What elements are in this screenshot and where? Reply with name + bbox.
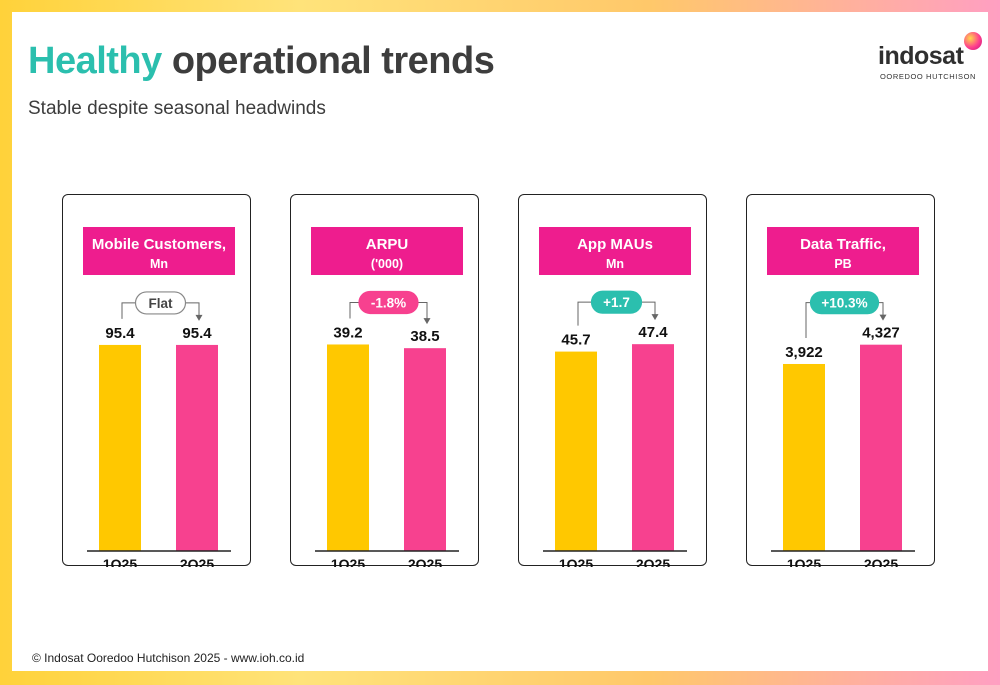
kpi-chart-app-maus: App MAUs Mn 45.7 1Q25 47.4 2Q25 +1.7 xyxy=(539,227,691,567)
category-label: 2Q25 xyxy=(180,556,214,567)
bar-1q25 xyxy=(99,344,141,551)
panel-header-title: Data Traffic, xyxy=(800,236,886,253)
panel-header-unit: Mn xyxy=(150,257,168,271)
page-subtitle: Stable despite seasonal headwinds xyxy=(28,98,326,119)
arrow-down-icon xyxy=(423,318,431,325)
kpi-panel-app-maus: App MAUs Mn 45.7 1Q25 47.4 2Q25 +1.7 xyxy=(518,194,707,567)
page-title: Healthy operational trends xyxy=(28,40,495,83)
category-label: 1Q25 xyxy=(787,556,821,567)
bar-value-label: 3,922 xyxy=(785,344,823,361)
change-badge-label: +1.7 xyxy=(603,295,630,310)
bar-1q25 xyxy=(555,351,597,551)
category-label: 2Q25 xyxy=(636,556,670,567)
bar-2q25 xyxy=(860,344,902,551)
page-title-accent: Healthy xyxy=(28,40,162,82)
panel-header-title: Mobile Customers, xyxy=(92,236,226,253)
bar-2q25 xyxy=(176,344,218,551)
change-badge xyxy=(134,291,187,315)
panel-header-box xyxy=(83,227,235,275)
bar-value-label: 39.2 xyxy=(333,324,362,341)
change-badge-label: Flat xyxy=(148,296,173,311)
panel-header-title: ARPU xyxy=(366,236,409,253)
bar-2q25 xyxy=(404,348,446,551)
category-label: 1Q25 xyxy=(331,556,365,567)
bar-1q25 xyxy=(783,363,825,551)
bar-value-label: 45.7 xyxy=(561,332,590,349)
logo-tagline: OOREDOO HUTCHISON xyxy=(880,72,977,81)
category-label: 1Q25 xyxy=(103,556,137,567)
kpi-panel-data-traffic: Data Traffic, PB 3,922 1Q25 4,327 2Q25 +10.3% xyxy=(746,194,935,567)
panel-header-box xyxy=(311,227,463,275)
kpi-chart-data-traffic: Data Traffic, PB 3,922 1Q25 4,327 2Q25 +10.3% xyxy=(767,227,919,567)
page-title-rest: operational trends xyxy=(171,40,495,82)
panel-header-box xyxy=(767,227,919,275)
bar-value-label: 95.4 xyxy=(105,325,135,342)
arrow-down-icon xyxy=(651,314,659,321)
arrow-down-icon xyxy=(879,314,887,321)
bar-value-label: 47.4 xyxy=(638,324,668,341)
category-label: 2Q25 xyxy=(864,556,898,567)
change-badge xyxy=(358,290,419,315)
category-label: 2Q25 xyxy=(408,556,442,567)
kpi-chart-mobile-customers: Mobile Customers, Mn 95.4 1Q25 95.4 2Q25 Flat xyxy=(83,227,235,567)
logo-wordmark: indosat xyxy=(878,42,964,70)
kpi-chart-arpu: ARPU ('000) 39.2 1Q25 38.5 2Q25 -1.8% xyxy=(311,227,463,567)
panel-header-unit: ('000) xyxy=(371,257,403,271)
bar-value-label: 95.4 xyxy=(182,325,212,342)
change-badge-label: +10.3% xyxy=(821,296,867,311)
category-label: 1Q25 xyxy=(559,556,593,567)
bar-1q25 xyxy=(327,344,369,551)
panel-header-title: App MAUs xyxy=(577,236,653,253)
logo-dot-icon xyxy=(964,32,982,50)
change-badge-label: -1.8% xyxy=(371,295,406,310)
bar-value-label: 38.5 xyxy=(410,328,439,345)
indosat-logo: indosat OOREDOO HUTCHISON xyxy=(878,30,988,81)
arrow-down-icon xyxy=(195,314,203,321)
panel-header-unit: Mn xyxy=(606,257,624,271)
change-badge xyxy=(590,290,643,314)
bar-value-label: 4,327 xyxy=(862,325,900,342)
footer-copyright: © Indosat Ooredoo Hutchison 2025 - www.i… xyxy=(32,651,305,665)
panel-header-unit: PB xyxy=(834,257,851,271)
panel-header-box xyxy=(539,227,691,275)
kpi-panel-mobile-customers: Mobile Customers, Mn 95.4 1Q25 95.4 2Q25 Flat xyxy=(62,194,251,567)
change-badge xyxy=(809,291,880,315)
slide-content: Healthy operational trends Stable despit… xyxy=(12,12,988,671)
bar-2q25 xyxy=(632,344,674,551)
kpi-panel-arpu: ARPU ('000) 39.2 1Q25 38.5 2Q25 -1.8% xyxy=(290,194,479,567)
